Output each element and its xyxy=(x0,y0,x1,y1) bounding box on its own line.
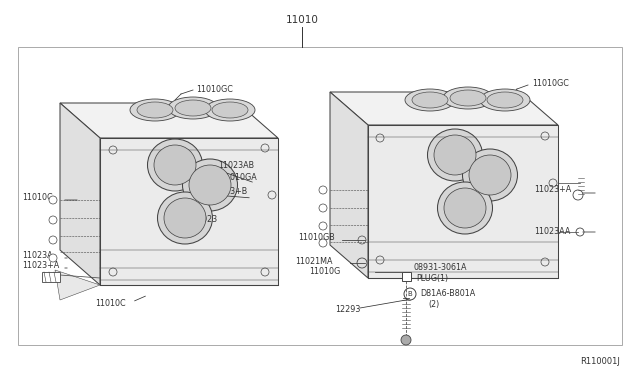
Circle shape xyxy=(49,196,57,204)
Circle shape xyxy=(319,204,327,212)
Ellipse shape xyxy=(147,139,202,191)
Circle shape xyxy=(49,254,57,262)
Bar xyxy=(402,272,411,281)
Text: (2): (2) xyxy=(428,301,439,310)
Polygon shape xyxy=(330,92,368,278)
Polygon shape xyxy=(55,270,100,300)
Text: 11023AB: 11023AB xyxy=(218,160,254,170)
Polygon shape xyxy=(330,92,558,125)
Ellipse shape xyxy=(405,89,455,111)
Ellipse shape xyxy=(189,165,231,205)
Ellipse shape xyxy=(487,92,523,108)
Text: 11010G: 11010G xyxy=(308,266,340,276)
Ellipse shape xyxy=(157,192,212,244)
Polygon shape xyxy=(100,138,278,285)
Text: 11010GA: 11010GA xyxy=(220,173,257,182)
Ellipse shape xyxy=(175,100,211,116)
Circle shape xyxy=(319,186,327,194)
Text: 11023AA: 11023AA xyxy=(534,227,570,235)
Circle shape xyxy=(319,222,327,230)
Ellipse shape xyxy=(412,92,448,108)
Polygon shape xyxy=(60,103,278,138)
Text: 11010C: 11010C xyxy=(95,299,125,308)
Ellipse shape xyxy=(438,182,493,234)
Text: PLUG(1): PLUG(1) xyxy=(416,273,448,282)
Circle shape xyxy=(49,236,57,244)
Ellipse shape xyxy=(154,145,196,185)
Ellipse shape xyxy=(168,97,218,119)
Polygon shape xyxy=(60,103,100,285)
Ellipse shape xyxy=(137,102,173,118)
Ellipse shape xyxy=(130,99,180,121)
Ellipse shape xyxy=(450,90,486,106)
Ellipse shape xyxy=(480,89,530,111)
Ellipse shape xyxy=(444,188,486,228)
Ellipse shape xyxy=(463,149,518,201)
Text: 11023+A: 11023+A xyxy=(534,186,572,195)
Text: 11010GC: 11010GC xyxy=(196,84,233,93)
Circle shape xyxy=(401,335,411,345)
Text: 11010GC: 11010GC xyxy=(532,80,569,89)
Circle shape xyxy=(49,216,57,224)
Ellipse shape xyxy=(164,198,206,238)
Ellipse shape xyxy=(434,135,476,175)
Text: 11010: 11010 xyxy=(285,15,319,25)
Text: 11010GB: 11010GB xyxy=(298,234,335,243)
Text: 12293: 12293 xyxy=(335,305,360,314)
Polygon shape xyxy=(368,125,558,278)
Ellipse shape xyxy=(205,99,255,121)
Text: 11023+A: 11023+A xyxy=(22,262,60,270)
Ellipse shape xyxy=(212,102,248,118)
Ellipse shape xyxy=(182,159,237,211)
Text: D81A6-B801A: D81A6-B801A xyxy=(420,289,476,298)
Ellipse shape xyxy=(469,155,511,195)
Text: 11023A: 11023A xyxy=(22,250,52,260)
Text: B: B xyxy=(408,291,412,297)
Ellipse shape xyxy=(443,87,493,109)
Text: 11023+B: 11023+B xyxy=(210,187,247,196)
Text: 11023: 11023 xyxy=(192,215,217,224)
Text: 11010C: 11010C xyxy=(22,193,52,202)
Bar xyxy=(42,272,60,282)
Ellipse shape xyxy=(428,129,483,181)
Bar xyxy=(18,47,622,345)
Text: 08931-3061A: 08931-3061A xyxy=(413,263,467,273)
Text: R110001J: R110001J xyxy=(580,357,620,366)
Text: 11021MA: 11021MA xyxy=(295,257,333,266)
Circle shape xyxy=(319,239,327,247)
